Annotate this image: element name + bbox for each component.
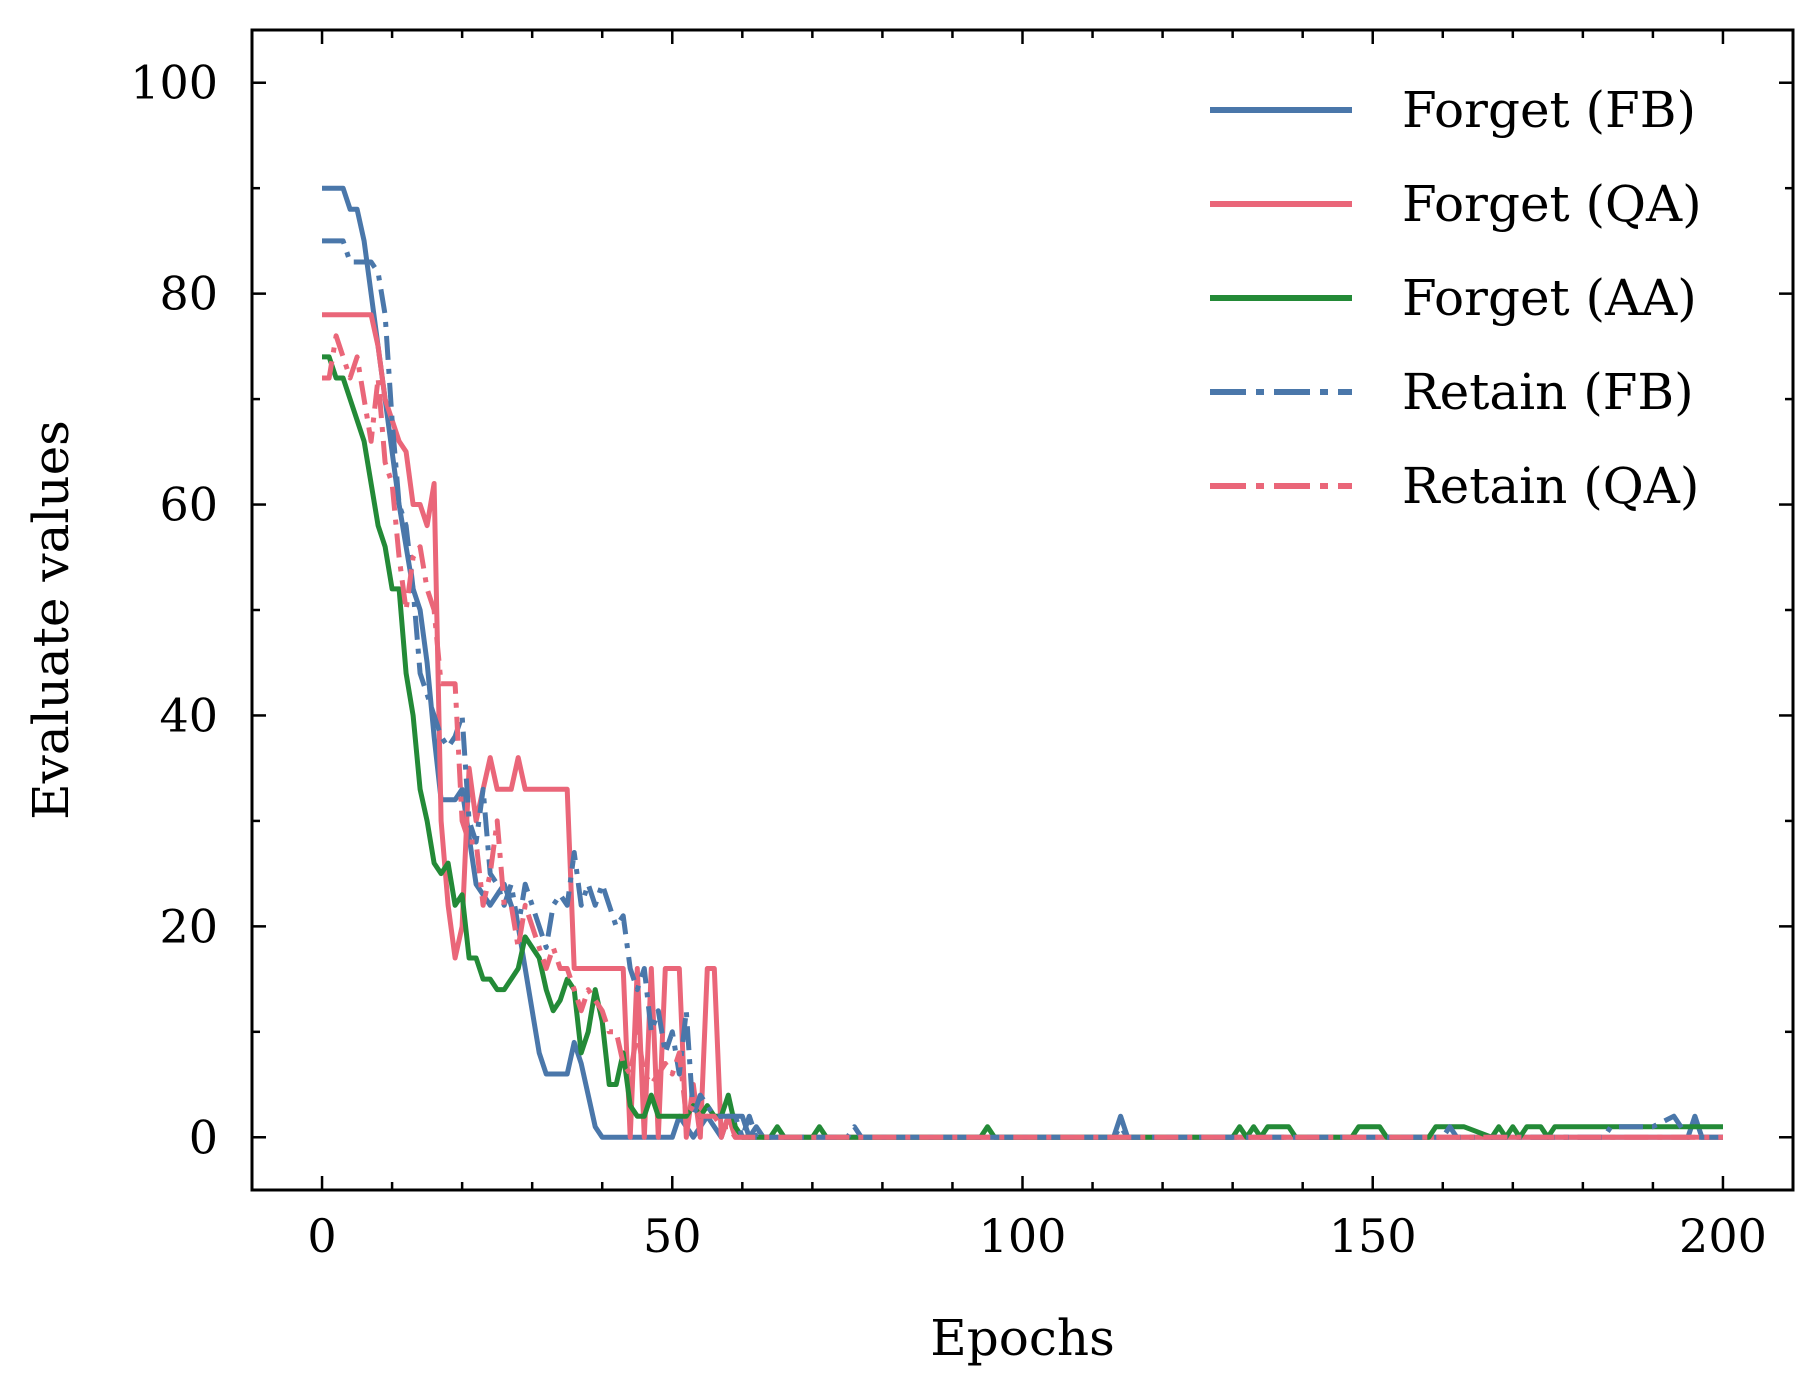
y-tick-label: 80 [159,267,218,321]
legend-label-1: Forget (FB) [1402,81,1696,139]
x-tick-label: 100 [979,1209,1067,1263]
y-tick-label: 60 [159,478,218,532]
series-line-1 [322,185,1723,1140]
series-line-4 [322,238,1723,1140]
x-tick-label: 0 [307,1209,336,1263]
series-layer [322,185,1723,1140]
ticks-layer [250,30,1795,1190]
legend-label-4: Retain (FB) [1402,363,1694,421]
x-tick-label: 150 [1329,1209,1417,1263]
legend: Forget (FB) Forget (QA) Forget (AA) Retain … [1210,81,1702,515]
y-tick-label: 100 [130,56,218,110]
series-line-5 [322,333,1723,1140]
legend-label-2: Forget (QA) [1402,175,1702,233]
y-axis-title: Evaluate values [22,420,80,820]
y-tick-label: 40 [159,688,218,742]
x-tick-label: 50 [643,1209,702,1263]
legend-label-5: Retain (QA) [1402,457,1699,515]
x-axis-title: Epochs [930,1309,1114,1367]
y-tick-label: 20 [159,899,218,953]
x-tick-label: 200 [1679,1209,1767,1263]
y-tick-label: 0 [189,1110,218,1164]
x-tick-labels: 0 50 100 150 200 [307,1209,1766,1263]
y-tick-labels: 0 20 40 60 80 100 [130,56,218,1165]
legend-label-3: Forget (AA) [1402,269,1697,327]
